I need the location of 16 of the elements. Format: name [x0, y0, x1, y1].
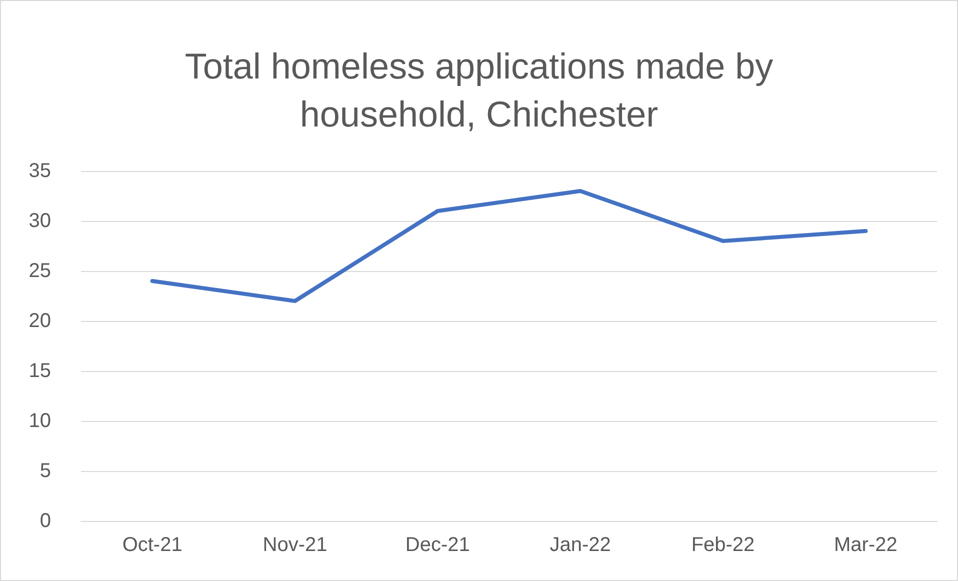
- x-tick-label: Dec-21: [405, 534, 470, 556]
- y-tick-label: 35: [28, 160, 51, 182]
- x-tick-label: Oct-21: [122, 534, 182, 556]
- x-tick-label: Nov-21: [262, 534, 328, 556]
- y-tick-label: 30: [28, 210, 51, 232]
- y-tick-label: 0: [40, 510, 51, 532]
- y-tick-label: 20: [28, 310, 51, 332]
- x-tick-label: Mar-22: [834, 534, 898, 556]
- x-tick-label: Feb-22: [691, 534, 755, 556]
- y-tick-label: 15: [28, 360, 51, 382]
- y-tick-label: 25: [28, 260, 51, 282]
- y-tick-label: 10: [28, 410, 51, 432]
- y-tick-label: 5: [40, 460, 51, 482]
- chart-title: Total homeless applications made by household, Chichester: [184, 46, 774, 134]
- line-series: [150, 189, 868, 303]
- x-tick-label: Jan-22: [550, 534, 611, 556]
